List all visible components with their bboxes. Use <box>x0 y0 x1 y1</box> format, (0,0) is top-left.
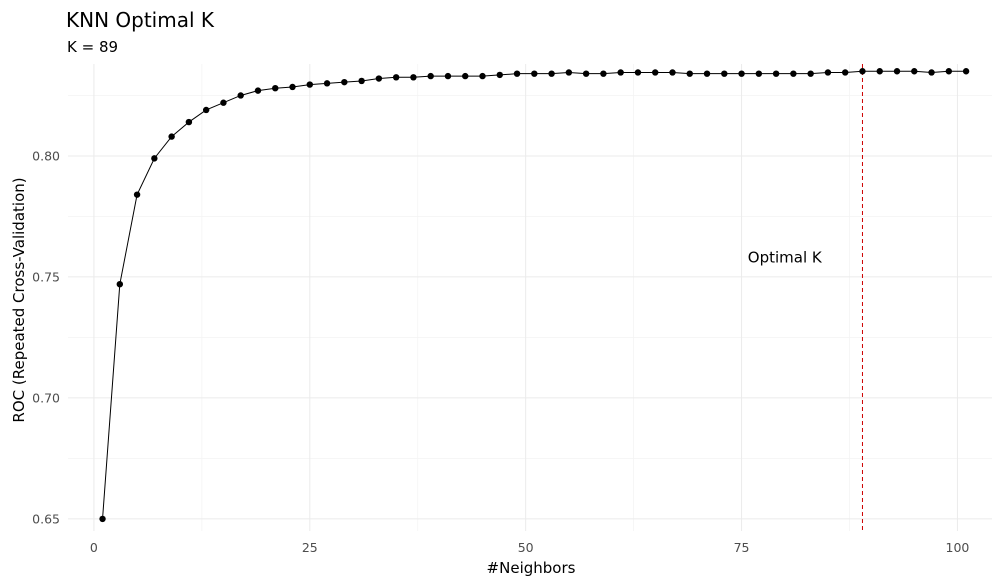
data-point <box>289 83 296 91</box>
data-point <box>531 70 538 77</box>
y-tick-label: 0.80 <box>32 148 60 163</box>
data-point <box>876 68 883 75</box>
data-point <box>392 74 400 81</box>
data-point <box>133 191 141 198</box>
data-point <box>738 70 745 77</box>
x-tick-label: 100 <box>946 540 970 555</box>
grid <box>68 64 992 531</box>
x-axis-ticks: 0 25 50 75 100 <box>90 540 970 555</box>
chart-subtitle: K = 89 <box>67 38 118 56</box>
x-tick-label: 25 <box>302 540 318 555</box>
data-point <box>600 70 607 77</box>
data-point <box>427 72 434 80</box>
annotation-layer: Optimal K <box>748 249 823 267</box>
data-point <box>634 69 642 76</box>
data-point <box>185 118 193 126</box>
data-point <box>686 70 693 77</box>
chart-title: KNN Optimal K <box>66 8 215 32</box>
data-point <box>410 74 417 81</box>
data-point <box>824 69 832 76</box>
data-point <box>323 80 331 87</box>
data-point <box>513 70 521 77</box>
data-point <box>945 68 953 75</box>
x-tick-label: 50 <box>518 540 534 555</box>
data-point <box>462 72 469 80</box>
data-point <box>582 70 590 77</box>
data-point <box>116 280 124 288</box>
data-point <box>99 515 106 523</box>
data-point <box>859 68 866 75</box>
data-point <box>928 69 935 76</box>
data-point <box>306 81 313 88</box>
data-point <box>911 68 918 75</box>
data-point <box>703 70 711 77</box>
series-line <box>102 70 967 519</box>
series-layer <box>99 68 970 523</box>
data-point <box>220 99 227 106</box>
y-axis-ticks: 0.65 0.70 0.75 0.80 <box>32 148 60 526</box>
data-point <box>272 84 279 92</box>
y-tick-label: 0.70 <box>32 390 60 405</box>
data-point <box>807 70 814 77</box>
y-tick-label: 0.75 <box>32 269 60 284</box>
data-point <box>721 70 728 77</box>
data-point <box>341 78 348 86</box>
data-point <box>237 92 244 99</box>
data-point <box>548 70 555 77</box>
data-point <box>168 133 175 140</box>
data-point <box>962 68 970 75</box>
y-tick-label: 0.65 <box>32 511 60 526</box>
data-point <box>496 71 503 79</box>
data-point <box>652 69 659 76</box>
data-point <box>893 68 901 75</box>
data-point <box>444 72 452 80</box>
data-point <box>358 77 365 85</box>
data-point <box>790 70 797 77</box>
x-axis-label: #Neighbors <box>487 559 576 577</box>
x-tick-label: 0 <box>90 540 98 555</box>
data-point <box>841 69 849 76</box>
data-point <box>755 70 763 77</box>
data-point <box>254 87 262 94</box>
optimal-k-annotation: Optimal K <box>748 249 823 267</box>
data-point <box>375 75 383 82</box>
data-point <box>617 69 624 76</box>
data-point <box>772 70 780 77</box>
data-point <box>479 72 486 80</box>
x-tick-label: 75 <box>734 540 750 555</box>
data-point <box>565 69 573 76</box>
data-point <box>151 155 158 162</box>
y-axis-label: ROC (Repeated Cross-Validation) <box>10 177 28 422</box>
data-point <box>202 106 210 114</box>
data-point <box>669 69 676 76</box>
